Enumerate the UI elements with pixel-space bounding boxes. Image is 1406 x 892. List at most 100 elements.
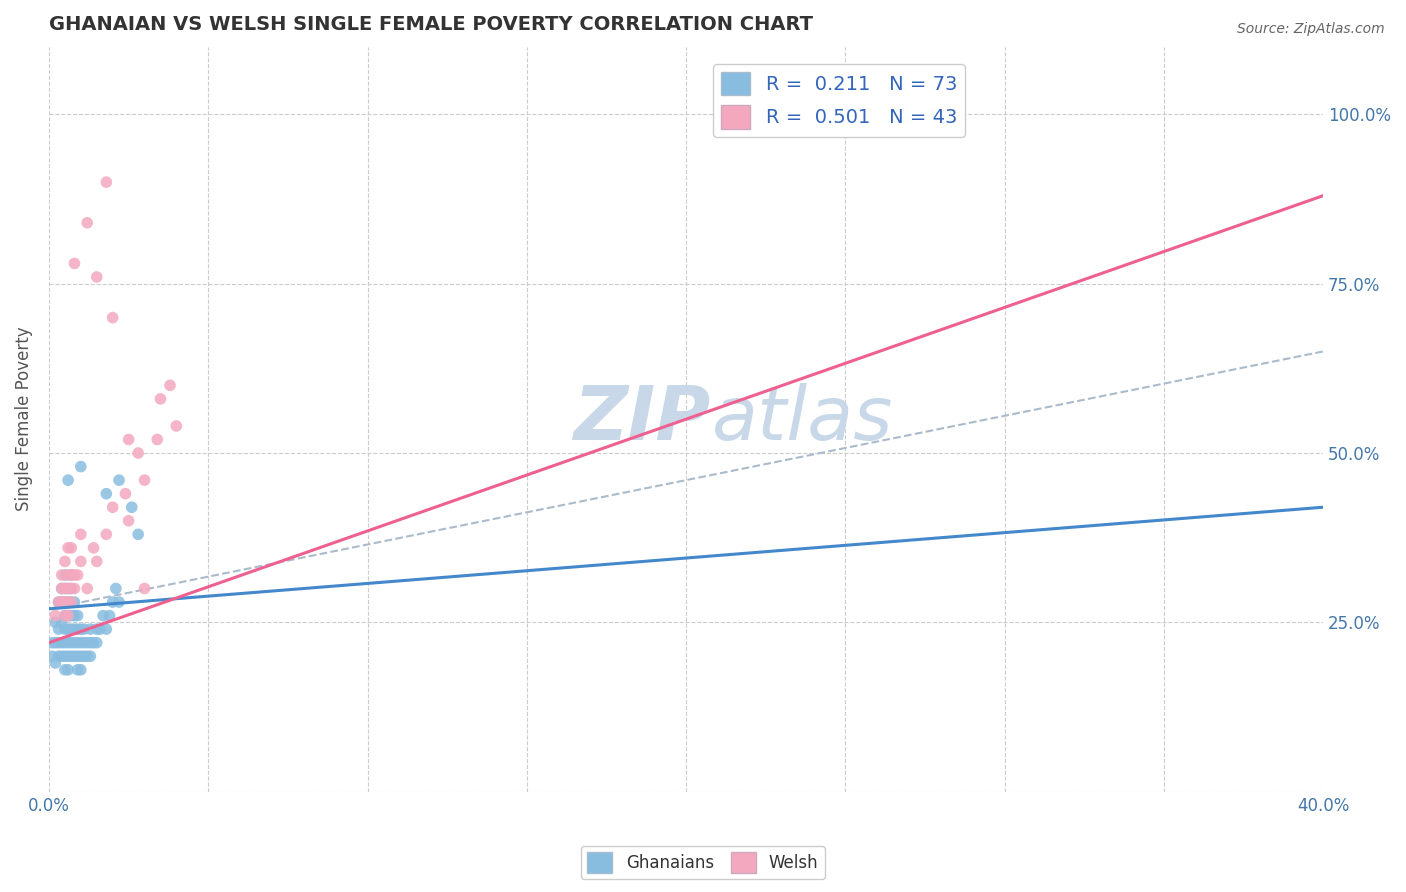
Point bbox=[53, 582, 76, 596]
Point bbox=[60, 608, 83, 623]
Point bbox=[73, 636, 96, 650]
Point bbox=[89, 622, 111, 636]
Point bbox=[63, 595, 86, 609]
Point bbox=[63, 649, 86, 664]
Point bbox=[66, 649, 89, 664]
Point bbox=[66, 636, 89, 650]
Point bbox=[73, 649, 96, 664]
Point bbox=[44, 656, 66, 670]
Point bbox=[76, 216, 98, 230]
Point bbox=[51, 568, 73, 582]
Point bbox=[69, 459, 91, 474]
Point bbox=[127, 527, 149, 541]
Point bbox=[149, 392, 172, 406]
Point bbox=[63, 608, 86, 623]
Point bbox=[56, 568, 79, 582]
Point bbox=[53, 568, 76, 582]
Point bbox=[48, 595, 70, 609]
Point bbox=[79, 649, 101, 664]
Point bbox=[66, 663, 89, 677]
Point bbox=[56, 663, 79, 677]
Point bbox=[51, 615, 73, 630]
Point bbox=[98, 608, 121, 623]
Point bbox=[51, 582, 73, 596]
Point bbox=[56, 582, 79, 596]
Point bbox=[79, 636, 101, 650]
Point bbox=[53, 582, 76, 596]
Point bbox=[63, 636, 86, 650]
Point bbox=[66, 608, 89, 623]
Point bbox=[53, 663, 76, 677]
Point bbox=[83, 636, 105, 650]
Point bbox=[66, 622, 89, 636]
Point bbox=[121, 500, 143, 515]
Point bbox=[56, 595, 79, 609]
Point bbox=[51, 649, 73, 664]
Point bbox=[51, 582, 73, 596]
Point bbox=[134, 582, 156, 596]
Point bbox=[69, 527, 91, 541]
Point bbox=[60, 582, 83, 596]
Point bbox=[56, 473, 79, 487]
Point bbox=[48, 636, 70, 650]
Point bbox=[79, 622, 101, 636]
Point bbox=[101, 595, 124, 609]
Legend: Ghanaians, Welsh: Ghanaians, Welsh bbox=[581, 846, 825, 880]
Text: Source: ZipAtlas.com: Source: ZipAtlas.com bbox=[1237, 22, 1385, 37]
Point bbox=[41, 649, 63, 664]
Point bbox=[108, 595, 131, 609]
Point bbox=[101, 500, 124, 515]
Point bbox=[60, 568, 83, 582]
Point bbox=[60, 582, 83, 596]
Point bbox=[117, 433, 139, 447]
Point bbox=[76, 582, 98, 596]
Point bbox=[53, 622, 76, 636]
Point bbox=[104, 582, 127, 596]
Point bbox=[86, 636, 108, 650]
Point bbox=[63, 256, 86, 270]
Point bbox=[63, 622, 86, 636]
Point bbox=[48, 622, 70, 636]
Point bbox=[56, 608, 79, 623]
Point bbox=[41, 636, 63, 650]
Point bbox=[60, 595, 83, 609]
Point bbox=[44, 608, 66, 623]
Point bbox=[69, 663, 91, 677]
Point bbox=[96, 527, 118, 541]
Point bbox=[56, 582, 79, 596]
Point bbox=[96, 175, 118, 189]
Point bbox=[44, 636, 66, 650]
Point bbox=[56, 541, 79, 555]
Point bbox=[51, 595, 73, 609]
Point bbox=[86, 622, 108, 636]
Point bbox=[60, 649, 83, 664]
Point bbox=[60, 568, 83, 582]
Point bbox=[60, 541, 83, 555]
Y-axis label: Single Female Poverty: Single Female Poverty bbox=[15, 326, 32, 511]
Point bbox=[60, 636, 83, 650]
Point bbox=[69, 554, 91, 568]
Point bbox=[134, 473, 156, 487]
Point bbox=[56, 595, 79, 609]
Point bbox=[66, 568, 89, 582]
Point bbox=[96, 622, 118, 636]
Point bbox=[53, 595, 76, 609]
Point bbox=[73, 622, 96, 636]
Point bbox=[48, 595, 70, 609]
Point bbox=[96, 486, 118, 500]
Point bbox=[63, 582, 86, 596]
Point bbox=[69, 622, 91, 636]
Point bbox=[60, 622, 83, 636]
Text: GHANAIAN VS WELSH SINGLE FEMALE POVERTY CORRELATION CHART: GHANAIAN VS WELSH SINGLE FEMALE POVERTY … bbox=[49, 15, 813, 34]
Point bbox=[76, 649, 98, 664]
Point bbox=[48, 649, 70, 664]
Point bbox=[83, 541, 105, 555]
Point bbox=[53, 649, 76, 664]
Point bbox=[108, 473, 131, 487]
Point bbox=[51, 636, 73, 650]
Point bbox=[60, 595, 83, 609]
Point bbox=[165, 419, 187, 434]
Point bbox=[53, 554, 76, 568]
Point bbox=[44, 615, 66, 630]
Point bbox=[53, 595, 76, 609]
